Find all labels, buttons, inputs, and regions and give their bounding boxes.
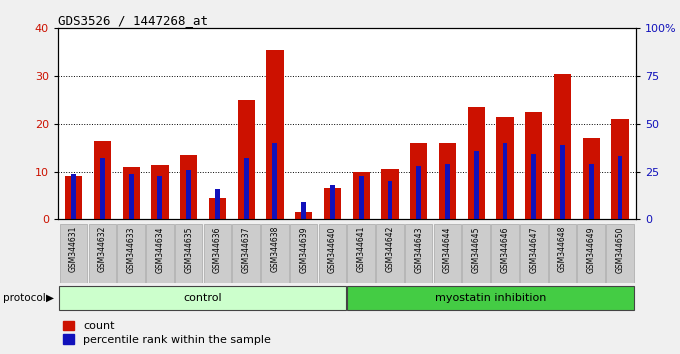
Bar <box>496 117 513 219</box>
Text: GSM344640: GSM344640 <box>328 226 337 273</box>
FancyBboxPatch shape <box>60 224 88 282</box>
Bar <box>151 165 169 219</box>
FancyBboxPatch shape <box>577 224 605 282</box>
Bar <box>583 138 600 219</box>
FancyBboxPatch shape <box>606 224 634 282</box>
Bar <box>122 167 140 219</box>
FancyBboxPatch shape <box>233 224 260 282</box>
Bar <box>243 158 249 219</box>
Text: GSM344644: GSM344644 <box>443 226 452 273</box>
Bar <box>209 198 226 219</box>
Text: GSM344637: GSM344637 <box>241 226 251 273</box>
Bar <box>186 170 191 219</box>
Text: GDS3526 / 1447268_at: GDS3526 / 1447268_at <box>58 14 208 27</box>
Bar <box>468 107 485 219</box>
FancyBboxPatch shape <box>88 224 116 282</box>
Bar <box>295 212 312 219</box>
Bar <box>94 141 111 219</box>
Bar <box>531 154 536 219</box>
FancyBboxPatch shape <box>405 224 432 282</box>
Bar <box>158 176 163 219</box>
Bar <box>359 176 364 219</box>
Text: GSM344633: GSM344633 <box>126 226 135 273</box>
Text: GSM344643: GSM344643 <box>414 226 423 273</box>
Bar <box>589 164 594 219</box>
FancyBboxPatch shape <box>146 224 173 282</box>
Bar <box>439 143 456 219</box>
Bar <box>215 189 220 219</box>
Text: protocol: protocol <box>3 293 46 303</box>
Bar <box>474 151 479 219</box>
FancyBboxPatch shape <box>520 224 547 282</box>
FancyBboxPatch shape <box>462 224 490 282</box>
Text: GSM344632: GSM344632 <box>98 226 107 273</box>
Bar <box>237 100 255 219</box>
FancyBboxPatch shape <box>347 286 634 310</box>
Bar <box>617 156 622 219</box>
Text: GSM344641: GSM344641 <box>357 226 366 273</box>
FancyBboxPatch shape <box>376 224 404 282</box>
Bar <box>445 164 450 219</box>
FancyBboxPatch shape <box>434 224 461 282</box>
Bar <box>71 173 76 219</box>
Bar <box>267 50 284 219</box>
FancyBboxPatch shape <box>549 224 576 282</box>
Text: GSM344638: GSM344638 <box>271 226 279 273</box>
FancyBboxPatch shape <box>491 224 519 282</box>
Text: myostatin inhibition: myostatin inhibition <box>435 293 546 303</box>
Text: ▶: ▶ <box>46 293 54 303</box>
Bar <box>503 143 507 219</box>
Bar <box>388 181 392 219</box>
Bar <box>560 145 565 219</box>
Bar <box>330 185 335 219</box>
Bar <box>525 112 543 219</box>
Bar <box>65 176 82 219</box>
Text: GSM344636: GSM344636 <box>213 226 222 273</box>
FancyBboxPatch shape <box>290 224 318 282</box>
FancyBboxPatch shape <box>347 224 375 282</box>
FancyBboxPatch shape <box>319 224 346 282</box>
Legend: count, percentile rank within the sample: count, percentile rank within the sample <box>63 321 271 345</box>
Bar <box>129 173 133 219</box>
Text: control: control <box>184 293 222 303</box>
Text: GSM344646: GSM344646 <box>500 226 509 273</box>
Bar <box>273 143 277 219</box>
Text: GSM344650: GSM344650 <box>615 226 624 273</box>
Text: GSM344639: GSM344639 <box>299 226 308 273</box>
Bar <box>410 143 427 219</box>
Bar <box>381 169 398 219</box>
Bar <box>301 202 306 219</box>
Bar <box>554 74 571 219</box>
Text: GSM344635: GSM344635 <box>184 226 193 273</box>
FancyBboxPatch shape <box>261 224 289 282</box>
FancyBboxPatch shape <box>203 224 231 282</box>
Text: GSM344649: GSM344649 <box>587 226 596 273</box>
Bar <box>611 119 628 219</box>
Text: GSM344634: GSM344634 <box>156 226 165 273</box>
FancyBboxPatch shape <box>59 286 346 310</box>
Text: GSM344648: GSM344648 <box>558 226 567 273</box>
Bar <box>416 166 421 219</box>
Bar <box>352 172 370 219</box>
Text: GSM344647: GSM344647 <box>529 226 538 273</box>
FancyBboxPatch shape <box>175 224 203 282</box>
Bar <box>180 155 197 219</box>
Text: GSM344645: GSM344645 <box>472 226 481 273</box>
Text: GSM344631: GSM344631 <box>69 226 78 273</box>
FancyBboxPatch shape <box>118 224 145 282</box>
Text: GSM344642: GSM344642 <box>386 226 394 273</box>
Bar <box>324 188 341 219</box>
Bar <box>100 158 105 219</box>
